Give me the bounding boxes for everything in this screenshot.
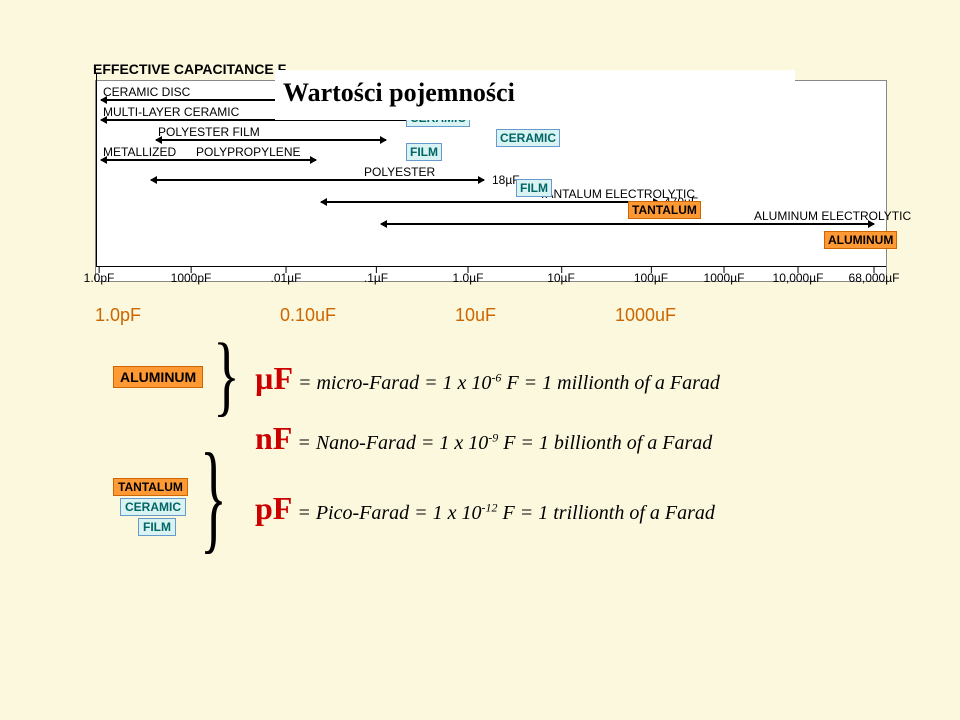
scale-caption: 10uF (455, 305, 496, 326)
row-label: POLYESTER FILM (158, 125, 260, 139)
title-box: Wartości pojemności (275, 70, 795, 120)
x-tick: 1000µF (704, 271, 745, 285)
range-line (156, 139, 386, 141)
row-label: POLYPROPYLENE (196, 145, 300, 159)
x-tick: 1.0µF (453, 271, 484, 285)
type-badge: CERAMIC (496, 129, 560, 147)
x-tick: 10µF (547, 271, 575, 285)
x-tick: .1µF (364, 271, 388, 285)
ceramic-badge: CERAMIC (120, 498, 186, 516)
row-label: MULTI-LAYER CERAMIC (103, 105, 239, 119)
type-badge: TANTALUM (628, 201, 701, 219)
scale-caption: 0.10uF (280, 305, 336, 326)
row-label: POLYESTER (364, 165, 435, 179)
row-label: METALLIZED (103, 145, 176, 159)
x-tick: 10,000µF (773, 271, 824, 285)
aluminum-badge: ALUMINUM (113, 366, 203, 388)
y-axis (96, 73, 97, 267)
brace-icon: } (213, 325, 240, 427)
range-line (321, 201, 659, 203)
x-tick: 1.0pF (84, 271, 115, 285)
row-label: ALUMINUM ELECTROLYTIC (754, 209, 911, 223)
x-tick: .01µF (271, 271, 302, 285)
tantalum-badge: TANTALUM (113, 478, 188, 496)
x-tick: 100µF (634, 271, 668, 285)
page-title: Wartości pojemności (283, 78, 515, 108)
scale-caption: 1000uF (615, 305, 676, 326)
formula-nF: nF = Nano-Farad = 1 x 10-9 F = 1 billion… (255, 420, 712, 457)
range-line (151, 179, 484, 181)
brace-icon: } (200, 428, 227, 569)
range-line (381, 223, 874, 225)
x-axis (96, 266, 886, 267)
type-badge: FILM (406, 143, 442, 161)
x-tick: 1000pF (171, 271, 212, 285)
formula-uF: µF = micro-Farad = 1 x 10-6 F = 1 millio… (255, 360, 720, 397)
type-badge: ALUMINUM (824, 231, 897, 249)
film-badge: FILM (138, 518, 176, 536)
range-line (101, 159, 316, 161)
y-axis-label: EFFECTIVE CAPACITANCE F (93, 61, 286, 77)
scale-caption: 1.0pF (95, 305, 141, 326)
x-tick: 68,000µF (849, 271, 900, 285)
formula-pF: pF = Pico-Farad = 1 x 10-12 F = 1 trilli… (255, 490, 715, 527)
type-badge: FILM (516, 179, 552, 197)
row-label: CERAMIC DISC (103, 85, 190, 99)
